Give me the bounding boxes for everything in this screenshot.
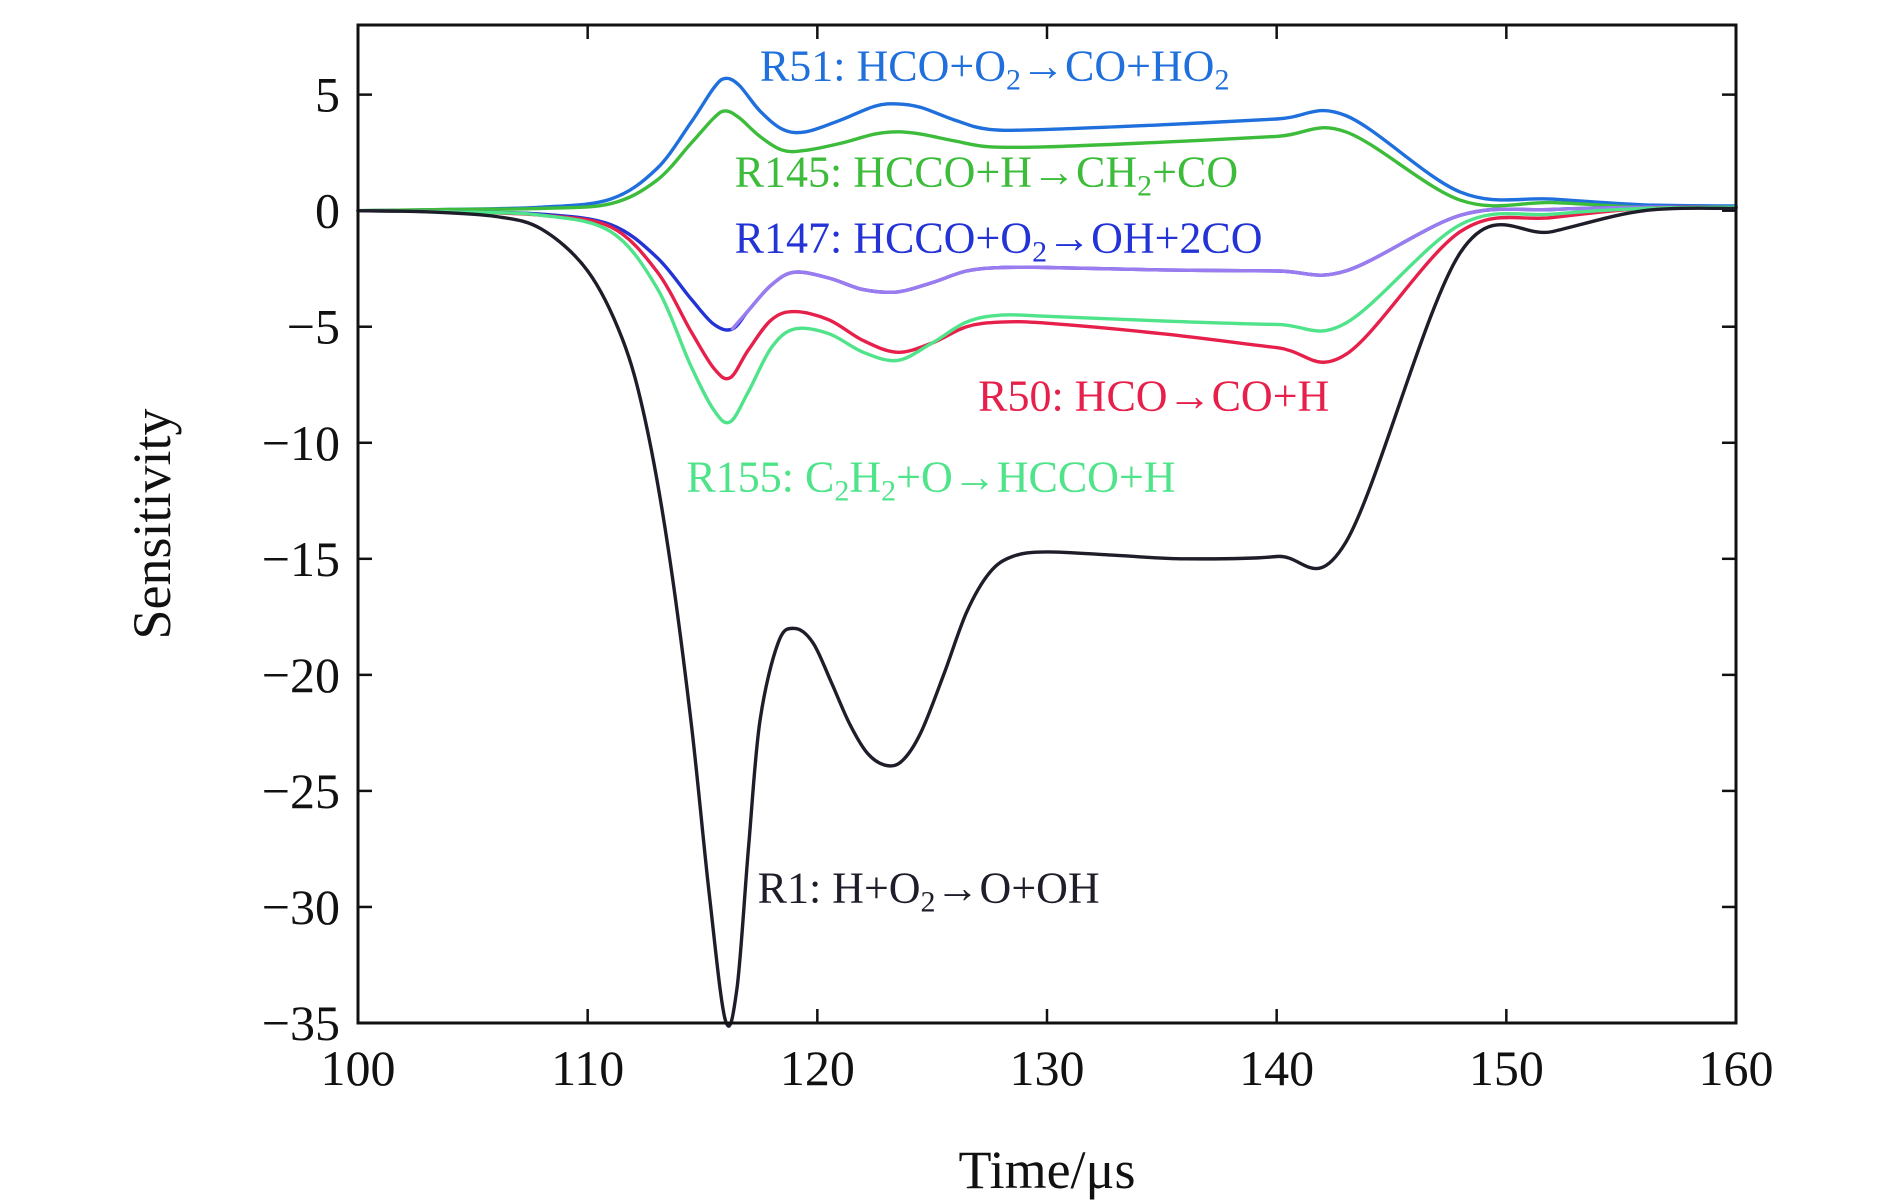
series-line-r147-tail xyxy=(730,205,1738,331)
series-label-part: R50: HCO→CO+H xyxy=(978,371,1329,420)
series-label-part: +CO xyxy=(1152,147,1238,196)
x-tick-label: 120 xyxy=(780,1040,855,1096)
series-label-part: H xyxy=(849,453,881,502)
series-label-r145: R145: HCCO+H→CH2+CO xyxy=(735,147,1238,202)
series-label-r51: R51: HCO+O2→CO+HO2 xyxy=(760,42,1230,97)
series-label-part: →O+OH xyxy=(936,863,1100,912)
series-line-r51 xyxy=(356,76,1738,213)
x-axis-title: Time/μs xyxy=(958,1140,1135,1200)
series-label-part: R155: C xyxy=(686,453,834,502)
series-line-r1 xyxy=(356,206,1738,1028)
series-label-part: R1: H+O xyxy=(758,863,921,912)
series-label-r1: R1: H+O2→O+OH xyxy=(758,863,1100,918)
y-axis-title: Sensitivity xyxy=(122,408,182,639)
series-label-part: R147: HCCO+O xyxy=(735,213,1032,262)
series-label-part: +O→HCCO+H xyxy=(896,453,1175,502)
y-tick-label: 5 xyxy=(315,67,340,123)
series-label-part: 2 xyxy=(834,475,849,508)
series-label-part: 2 xyxy=(1137,169,1152,202)
axis-ticks: 100 110 120 130 140 150 160 5 0 −5 −10 −15 −20 −25 −30… xyxy=(262,25,1774,1096)
series-label-part: →CO+HO xyxy=(1021,42,1215,91)
y-tick-label: −5 xyxy=(287,299,340,355)
y-tick-label: −20 xyxy=(262,647,340,703)
y-tick-label: −35 xyxy=(262,995,340,1051)
series-label-r50: R50: HCO→CO+H xyxy=(978,371,1329,420)
x-tick-label: 160 xyxy=(1699,1040,1774,1096)
series-line-r145 xyxy=(356,109,1738,213)
series-label-part: R145: HCCO+H→CH xyxy=(735,147,1138,196)
y-tick-label: 0 xyxy=(315,183,340,239)
series-label-r147: R147: HCCO+O2→OH+2CO xyxy=(735,213,1263,268)
series-line-r50 xyxy=(356,205,1738,381)
series-label-part: 2 xyxy=(1032,235,1047,268)
y-tick-label: −30 xyxy=(262,879,340,935)
series-label-part: 2 xyxy=(921,885,936,918)
x-tick-label: 110 xyxy=(551,1040,624,1096)
plot-frame xyxy=(356,23,1738,1025)
y-tick-label: −10 xyxy=(262,415,340,471)
x-tick-label: 100 xyxy=(321,1040,396,1096)
x-tick-label: 150 xyxy=(1469,1040,1544,1096)
x-tick-label: 130 xyxy=(1010,1040,1085,1096)
series-label-part: 2 xyxy=(1006,64,1021,97)
series-lines xyxy=(356,76,1738,1028)
series-label-part: 2 xyxy=(881,475,896,508)
series-label-r155: R155: C2H2+O→HCCO+H xyxy=(686,453,1175,508)
x-tick-label: 140 xyxy=(1239,1040,1314,1096)
series-label-part: 2 xyxy=(1214,64,1229,97)
series-line-r155 xyxy=(356,205,1738,425)
y-tick-label: −15 xyxy=(262,531,340,587)
series-label-part: R51: HCO+O xyxy=(760,42,1006,91)
y-tick-label: −25 xyxy=(262,763,340,819)
series-label-part: →OH+2CO xyxy=(1047,213,1263,262)
